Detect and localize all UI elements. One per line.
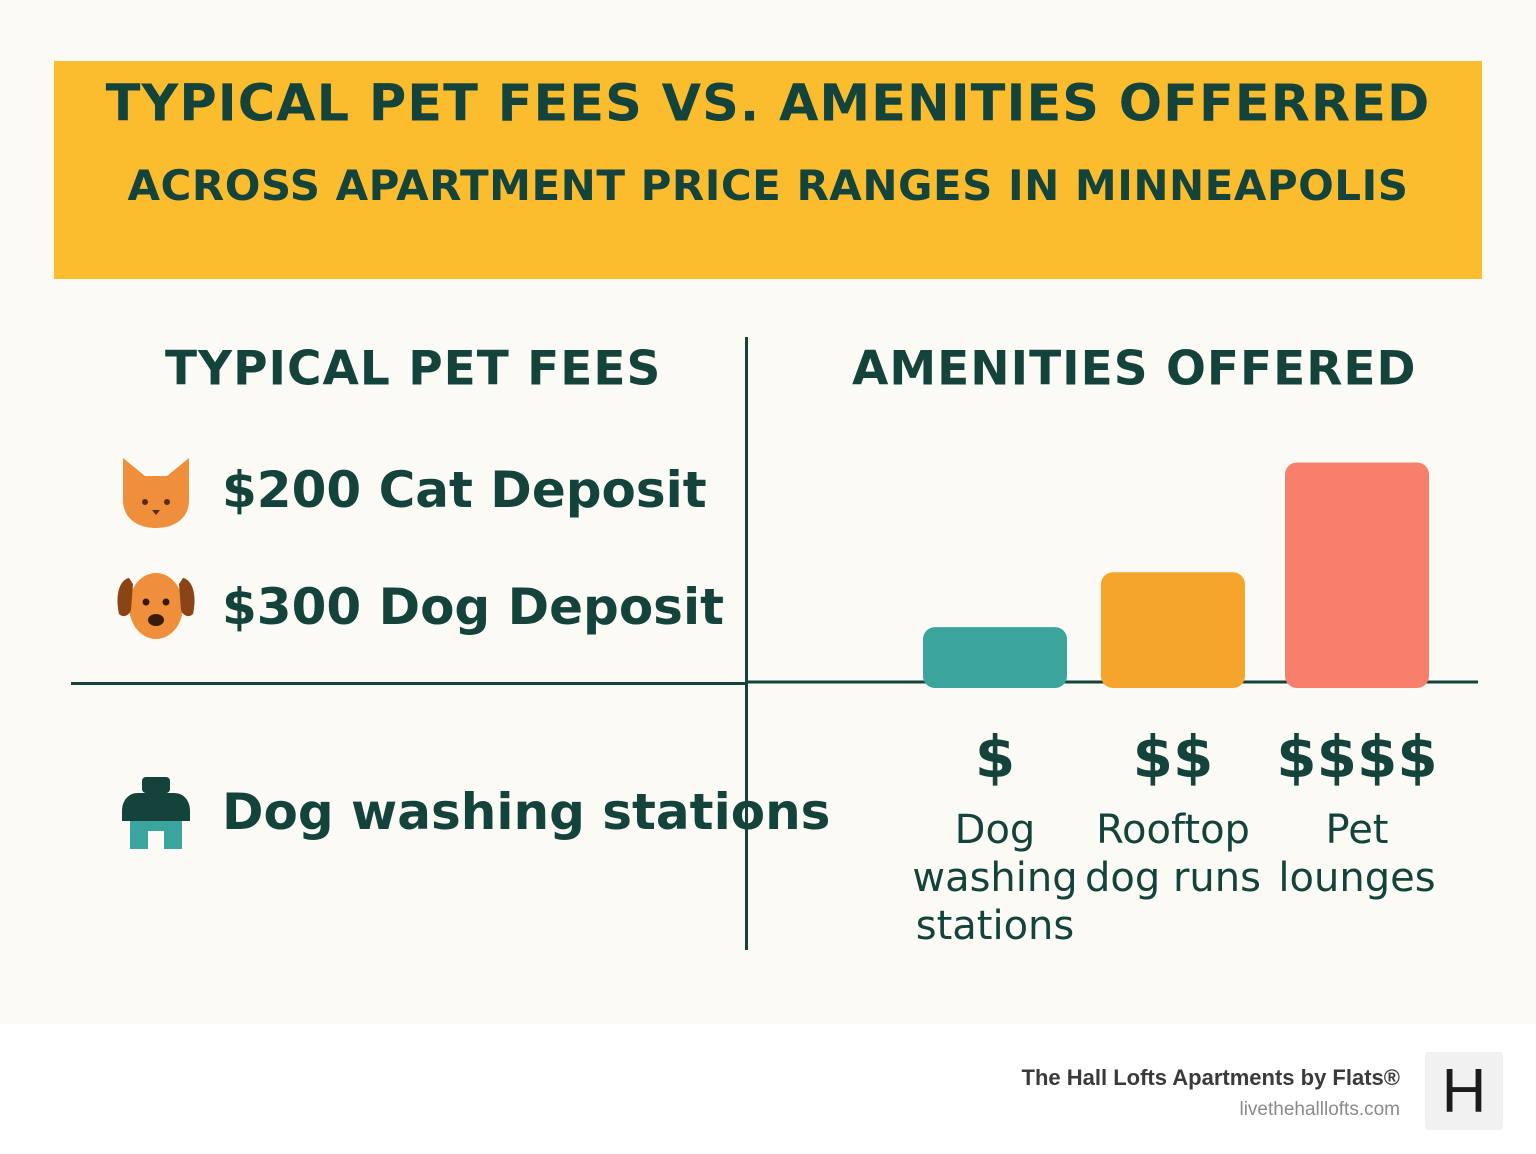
category-label-2-line-2: dog runs: [1085, 855, 1261, 901]
title-banner: TYPICAL PET FEES VS. AMENITIES OFFERRED …: [54, 61, 1482, 279]
bar-1: [923, 627, 1067, 688]
category-label-1-line-1: Dog: [955, 807, 1036, 853]
pet-fees-heading: TYPICAL PET FEES: [165, 341, 662, 397]
dog-deposit-label: $300 Dog Deposit: [222, 578, 724, 636]
category-label-3-line-2: lounges: [1278, 855, 1435, 901]
vertical-divider: [745, 337, 748, 950]
dog-house-icon: [122, 775, 190, 855]
cat-deposit-label: $200 Cat Deposit: [222, 461, 707, 519]
category-label-1-line-2: washing: [912, 855, 1077, 901]
bar-3: [1285, 462, 1429, 688]
category-label-2-line-1: Rooftop: [1096, 807, 1250, 853]
brand-name: The Hall Lofts Apartments by Flats®: [1021, 1065, 1400, 1090]
amenities-heading: AMENITIES OFFERED: [852, 341, 1417, 397]
price-tier-label-1: $: [975, 723, 1015, 791]
website-link[interactable]: livethehalllofts.com: [1239, 1099, 1400, 1120]
category-label-1-line-3: stations: [916, 903, 1075, 949]
dog-washing-label: Dog washing stations: [222, 783, 831, 841]
brand-logo: H: [1425, 1052, 1503, 1130]
price-tier-label-2: $$: [1133, 723, 1214, 791]
bar-2: [1101, 572, 1245, 688]
dog-icon: [115, 570, 197, 648]
chart-title: TYPICAL PET FEES VS. AMENITIES OFFERRED: [105, 74, 1431, 134]
chart-subtitle: ACROSS APARTMENT PRICE RANGES IN MINNEAP…: [127, 161, 1409, 210]
price-tier-label-3: $$$$: [1276, 723, 1437, 791]
category-label-3-line-1: Pet: [1326, 807, 1389, 853]
cat-icon: [115, 450, 197, 536]
footer: [0, 1024, 1536, 1154]
horizontal-divider: [71, 682, 748, 685]
